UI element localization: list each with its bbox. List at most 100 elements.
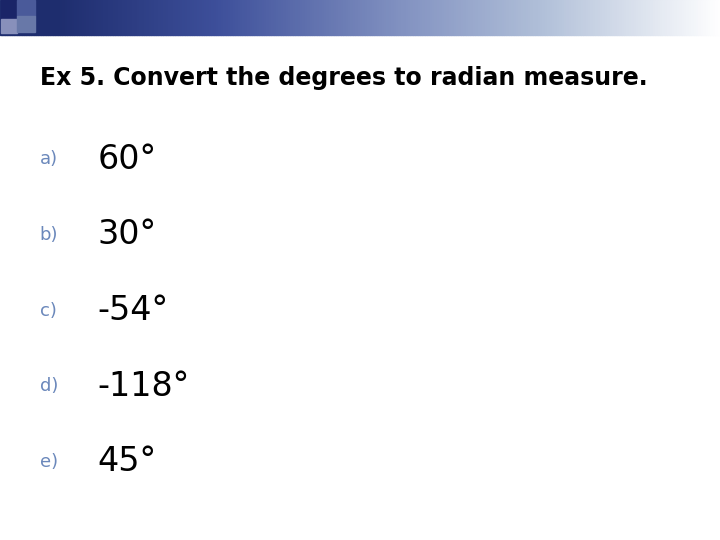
Bar xyxy=(430,0,432,35)
Bar xyxy=(513,0,516,35)
Bar xyxy=(612,0,614,35)
Bar xyxy=(113,0,115,35)
Bar xyxy=(245,0,247,35)
Bar xyxy=(598,0,600,35)
Bar xyxy=(45,0,48,35)
Bar xyxy=(50,0,53,35)
Bar xyxy=(250,0,252,35)
Bar xyxy=(603,0,605,35)
Bar xyxy=(290,0,293,35)
Bar xyxy=(675,0,677,35)
Bar xyxy=(252,0,254,35)
Bar xyxy=(679,0,682,35)
Bar xyxy=(279,0,281,35)
Bar xyxy=(338,0,341,35)
Bar xyxy=(1,0,17,20)
Bar xyxy=(34,0,36,35)
Bar xyxy=(1,19,17,33)
Bar xyxy=(38,0,41,35)
Bar xyxy=(711,0,713,35)
Bar xyxy=(449,0,451,35)
Bar xyxy=(81,0,84,35)
Bar xyxy=(526,0,528,35)
Bar xyxy=(151,0,153,35)
Bar xyxy=(660,0,662,35)
Bar xyxy=(497,0,499,35)
Bar xyxy=(103,0,106,35)
Text: d): d) xyxy=(40,377,58,395)
Bar xyxy=(230,0,233,35)
Bar xyxy=(482,0,485,35)
Bar xyxy=(254,0,257,35)
Bar xyxy=(310,0,312,35)
Bar xyxy=(655,0,657,35)
Bar xyxy=(585,0,588,35)
Bar xyxy=(24,0,27,35)
Bar xyxy=(403,0,405,35)
Text: -118°: -118° xyxy=(97,369,189,403)
Bar xyxy=(639,0,641,35)
Bar xyxy=(643,0,646,35)
Bar xyxy=(257,0,259,35)
Bar xyxy=(360,0,362,35)
Bar xyxy=(703,0,706,35)
Bar xyxy=(405,0,408,35)
Bar xyxy=(686,0,689,35)
Bar xyxy=(209,0,211,35)
Bar xyxy=(158,0,161,35)
Bar xyxy=(178,0,180,35)
Bar xyxy=(420,0,423,35)
Bar xyxy=(204,0,207,35)
Bar xyxy=(365,0,367,35)
Bar xyxy=(110,0,113,35)
Bar xyxy=(269,0,271,35)
Bar xyxy=(693,0,696,35)
Bar xyxy=(67,0,70,35)
Bar xyxy=(302,0,305,35)
Bar xyxy=(351,0,353,35)
Bar xyxy=(533,0,535,35)
Bar xyxy=(99,0,101,35)
Bar xyxy=(297,0,300,35)
Bar xyxy=(281,0,283,35)
Bar xyxy=(5,0,7,35)
Bar xyxy=(490,0,492,35)
Bar xyxy=(94,0,96,35)
Bar xyxy=(667,0,670,35)
Bar xyxy=(432,0,434,35)
Bar xyxy=(657,0,660,35)
Bar xyxy=(468,0,470,35)
Bar xyxy=(142,0,144,35)
Bar xyxy=(180,0,182,35)
Bar xyxy=(372,0,374,35)
Bar xyxy=(86,0,89,35)
Bar xyxy=(362,0,365,35)
Bar xyxy=(101,0,103,35)
Bar xyxy=(437,0,439,35)
Bar xyxy=(454,0,456,35)
Bar xyxy=(197,0,199,35)
Bar xyxy=(506,0,509,35)
Bar xyxy=(125,0,127,35)
Bar xyxy=(72,0,74,35)
Bar xyxy=(65,0,67,35)
Bar xyxy=(516,0,518,35)
Bar xyxy=(547,0,549,35)
Bar xyxy=(617,0,619,35)
Bar xyxy=(276,0,279,35)
Bar xyxy=(317,0,319,35)
Bar xyxy=(578,0,581,35)
Bar xyxy=(509,0,511,35)
Bar xyxy=(425,0,427,35)
Bar xyxy=(662,0,665,35)
Bar xyxy=(389,0,391,35)
Bar xyxy=(137,0,139,35)
Bar xyxy=(312,0,315,35)
Text: 60°: 60° xyxy=(97,143,156,176)
Bar xyxy=(55,0,58,35)
Bar xyxy=(538,0,540,35)
Bar xyxy=(665,0,667,35)
Bar xyxy=(63,0,65,35)
Bar xyxy=(19,0,22,35)
Bar xyxy=(610,0,612,35)
